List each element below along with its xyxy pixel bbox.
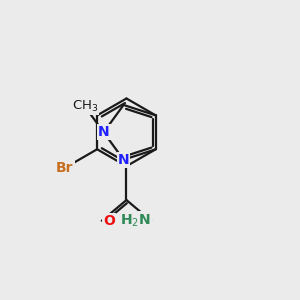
Text: Br: Br	[56, 161, 74, 175]
Text: CH$_3$: CH$_3$	[71, 99, 98, 114]
Text: N: N	[118, 153, 129, 167]
Text: O: O	[103, 214, 115, 228]
Text: N: N	[98, 125, 109, 139]
Text: H$_2$N: H$_2$N	[120, 212, 151, 229]
